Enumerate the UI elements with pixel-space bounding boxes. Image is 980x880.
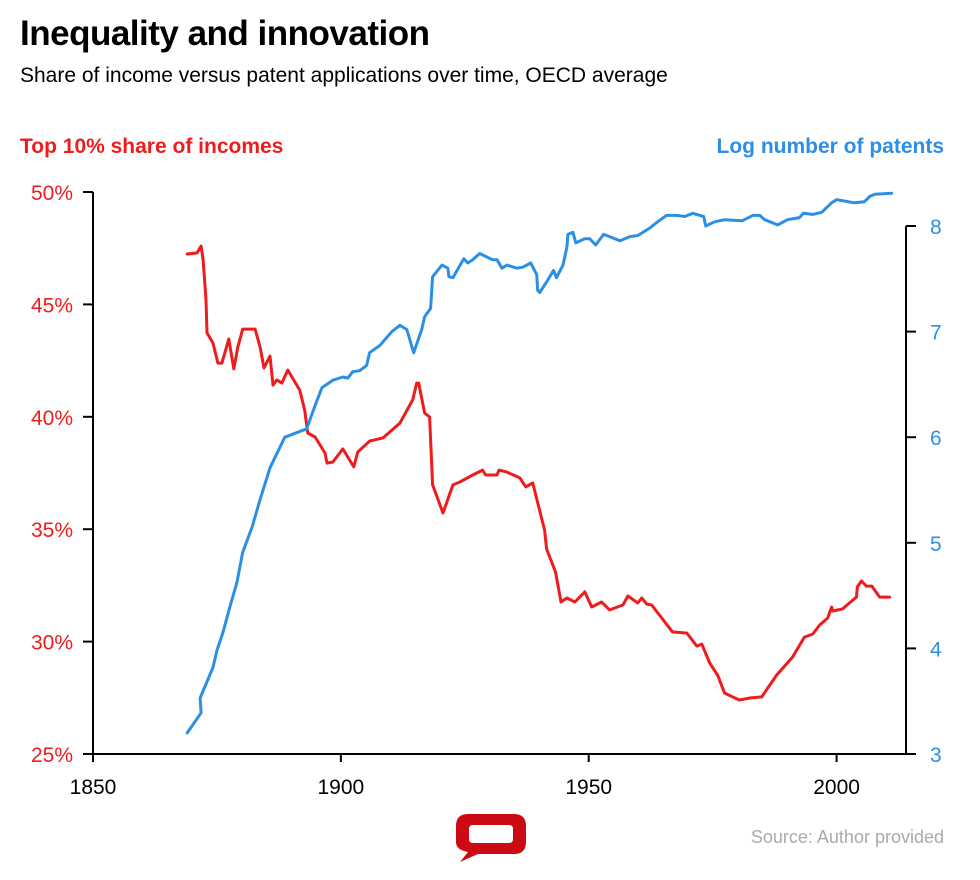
right-y-tick-label: 8 xyxy=(930,216,942,239)
x-tick-label: 1900 xyxy=(318,776,365,799)
patents-line xyxy=(185,191,894,735)
right-y-tick-label: 4 xyxy=(930,638,942,661)
right-y-tick-label: 6 xyxy=(930,427,942,450)
left-y-tick-label: 35% xyxy=(31,519,73,542)
left-y-tick-label: 40% xyxy=(31,407,73,430)
x-tick-label: 1850 xyxy=(70,776,117,799)
right-y-tick-label: 3 xyxy=(930,744,942,767)
logo-icon xyxy=(456,814,526,862)
right-axis-label: Log number of patents xyxy=(716,135,945,158)
x-tick-label: 2000 xyxy=(813,776,860,799)
axes: 1850 1900 1950 2000 25% 30% 35% 40% 45% 50% 3 4 5 6 7 8 xyxy=(31,182,942,799)
source-note: Source: Author provided xyxy=(750,827,944,847)
chart-subtitle: Share of income versus patent applicatio… xyxy=(20,64,668,87)
income-share-line xyxy=(185,244,892,702)
left-axis-label: Top 10% share of incomes xyxy=(20,135,284,158)
left-y-tick-label: 30% xyxy=(31,632,73,655)
left-y-tick-label: 50% xyxy=(31,182,73,205)
right-y-tick-label: 7 xyxy=(930,322,942,345)
right-y-tick-label: 5 xyxy=(930,533,942,556)
left-y-tick-label: 45% xyxy=(31,294,73,317)
left-y-tick-label: 25% xyxy=(31,744,73,767)
series-lines xyxy=(185,191,894,735)
x-tick-label: 1950 xyxy=(565,776,612,799)
chart-title: Inequality and innovation xyxy=(20,14,430,53)
